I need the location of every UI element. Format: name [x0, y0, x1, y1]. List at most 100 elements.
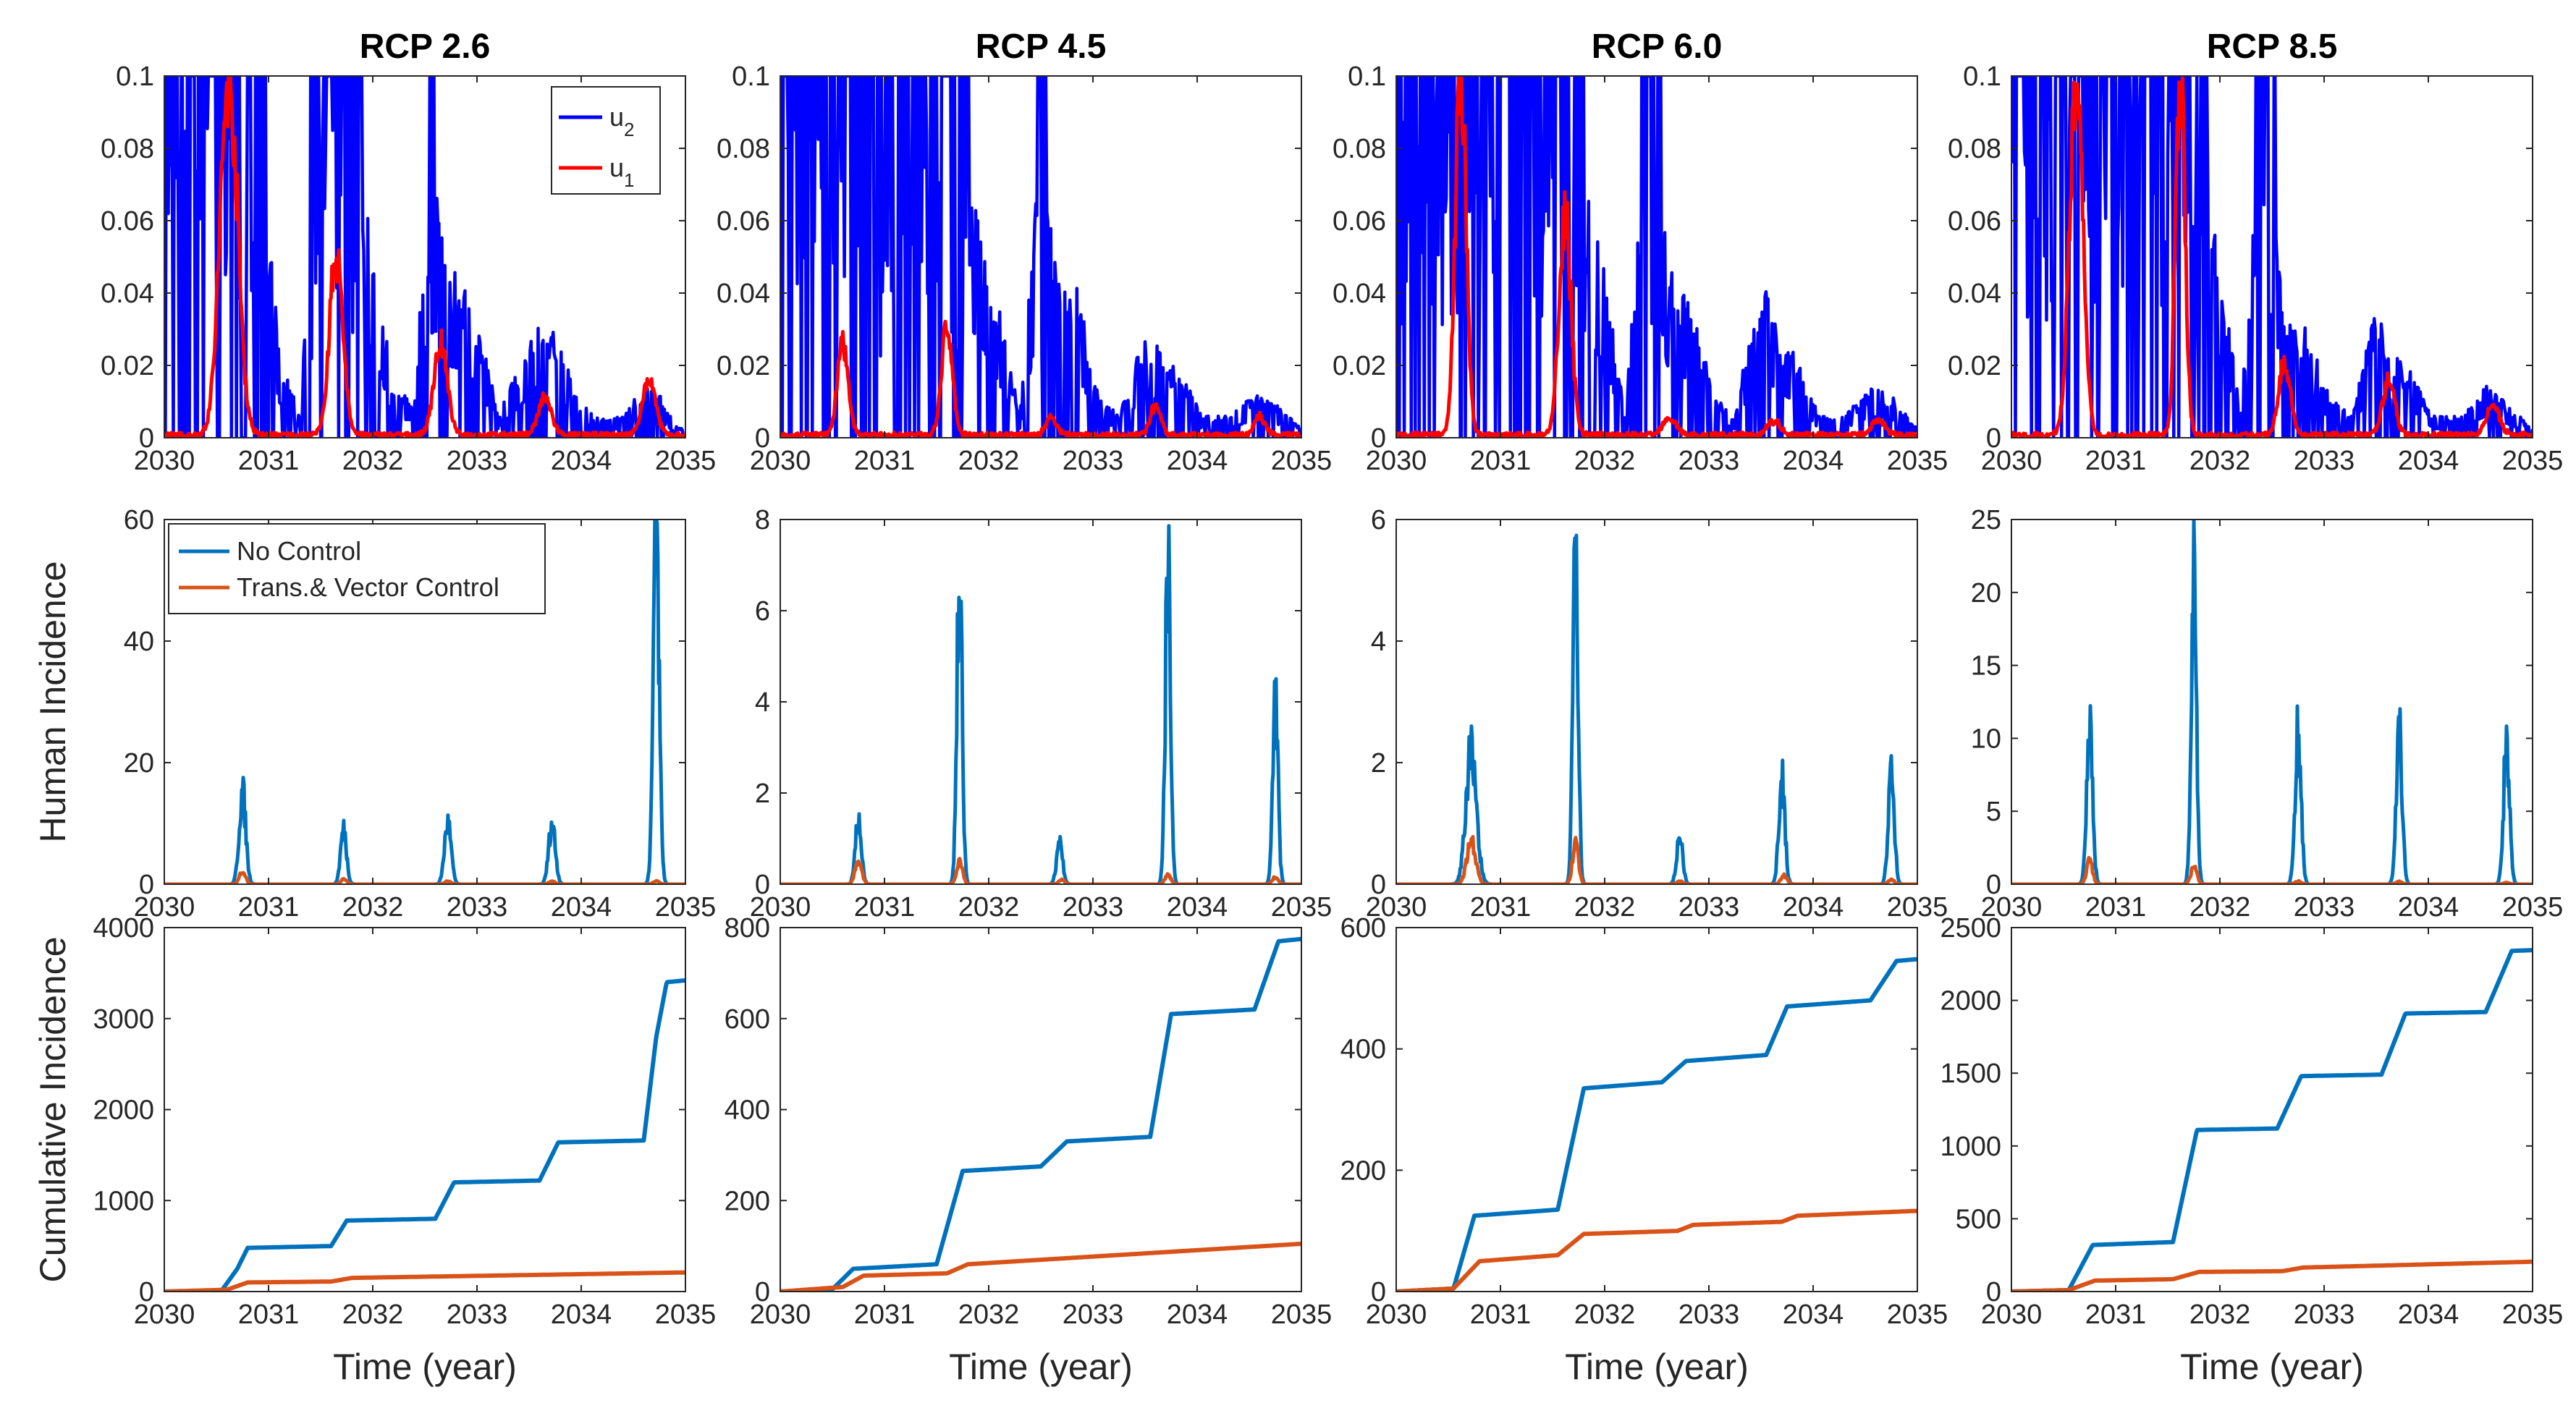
x-tick-label: 2033 [447, 892, 508, 923]
x-tick-label: 2030 [134, 892, 195, 923]
x-tick-label: 2035 [655, 1300, 717, 1330]
x-axis-label: Time (year) [1565, 1347, 1749, 1387]
data-layer [2011, 76, 2533, 438]
x-tick-label: 2035 [1887, 1300, 1948, 1330]
panel-cumulative-incidence-2: 0 200 400 600 800 2030 2031 2032 2033 2034 2035 Tim… [725, 913, 1333, 1387]
x-tick-label: 2032 [342, 892, 404, 923]
plot-area [780, 928, 1301, 1292]
x-tick-label: 2034 [1167, 892, 1228, 923]
axes-box [164, 519, 686, 885]
column-title: RCP 2.6 [360, 27, 491, 66]
x-tick-label: 2030 [1981, 892, 2043, 923]
legend-label-u2: u2 [609, 102, 635, 140]
y-tick-label: 2000 [1940, 986, 2001, 1017]
x-tick-label: 2035 [655, 892, 717, 923]
x-tick-label: 2030 [1981, 1300, 2043, 1330]
y-tick-label: 5 [1986, 797, 2001, 827]
y-tick-label: 0 [1986, 870, 2001, 900]
x-tick-label: 2031 [238, 446, 300, 476]
panel-human-incidence-1: 0 20 40 60 2030 2031 2032 2033 2034 2035 Human Inc… [33, 505, 716, 923]
data-layer [1396, 533, 1917, 884]
x-tick-label: 2031 [238, 1300, 300, 1330]
x-tick-label: 2033 [447, 1300, 508, 1330]
x-tick-label: 2034 [1783, 892, 1844, 923]
series-u1 [2011, 76, 2533, 438]
axes-box [780, 75, 1302, 438]
y-tick-label: 500 [1956, 1204, 2001, 1234]
legend-box [168, 523, 546, 614]
x-axis-label: Time (year) [2180, 1347, 2364, 1387]
y-tick-label: 20 [124, 748, 154, 779]
y-tick-label: 0.1 [1348, 62, 1386, 92]
series-no-control [2011, 948, 2533, 1292]
data-layer [1396, 957, 1917, 1292]
x-tick-label: 2032 [1574, 446, 1636, 476]
series-u2 [164, 76, 685, 438]
y-tick-label: 0.02 [101, 351, 154, 381]
x-tick-label: 2031 [1470, 1300, 1532, 1330]
series-no-control [1396, 533, 1917, 884]
y-tick-label: 2 [1371, 748, 1386, 779]
y-tick-label: 0 [755, 423, 770, 454]
data-layer [780, 936, 1301, 1292]
plot-area [2011, 520, 2533, 884]
y-tick-label: 0 [755, 870, 770, 900]
x-tick-label: 2030 [1366, 1300, 1427, 1330]
x-tick-label: 2031 [854, 892, 916, 923]
y-tick-label: 600 [725, 1004, 770, 1035]
y-tick-label: 0.08 [101, 134, 154, 164]
y-tick-label: 0 [755, 1277, 770, 1307]
y-tick-label: 6 [755, 596, 770, 627]
y-tick-label: 0 [139, 423, 154, 454]
series-trans-vector-control [2011, 1259, 2533, 1292]
x-tick-label: 2032 [342, 446, 404, 476]
series-trans-vector-control [1396, 1208, 1917, 1292]
y-tick-label: 400 [1340, 1035, 1386, 1065]
legend-label: No Control [237, 536, 361, 566]
y-tick-label: 1000 [93, 1186, 154, 1216]
x-tick-label: 2033 [1063, 1300, 1124, 1330]
column-title: RCP 8.5 [2207, 27, 2338, 66]
x-tick-label: 2033 [2294, 1300, 2355, 1330]
x-tick-label: 2033 [1678, 892, 1740, 923]
y-tick-label: 0.04 [717, 279, 770, 309]
y-tick-label: 0.08 [717, 134, 770, 164]
plot-area [780, 520, 1301, 884]
y-tick-label: 10 [1971, 724, 2001, 754]
panel-cumulative-incidence-4: 0 500 1000 1500 2000 2500 2030 2031 2032 2033 2034… [1940, 913, 2563, 1387]
column-title: RCP 4.5 [976, 27, 1107, 66]
plot-area [2011, 928, 2533, 1292]
y-axis-label: Human Incidence [33, 561, 73, 842]
y-tick-label: 2500 [1940, 913, 2001, 944]
series-u1 [1396, 76, 1917, 438]
series-no-control [780, 936, 1301, 1292]
x-tick-label: 2031 [854, 1300, 916, 1330]
x-axis-label: Time (year) [949, 1347, 1133, 1387]
panel-controls-1: 0 0.02 0.04 0.06 0.08 0.1 2030 2031 2032 2033 2034… [101, 27, 716, 476]
x-tick-label: 2033 [447, 446, 508, 476]
panel-controls-3: 0 0.02 0.04 0.06 0.08 0.1 2030 2031 2032 2033 2034… [1333, 27, 1948, 476]
y-tick-label: 0.08 [1333, 134, 1386, 164]
y-tick-label: 20 [1971, 578, 2001, 609]
x-tick-label: 2035 [1887, 892, 1948, 923]
x-tick-label: 2034 [551, 892, 612, 923]
y-tick-label: 25 [1971, 505, 2001, 535]
y-tick-label: 2000 [93, 1095, 154, 1126]
x-tick-label: 2031 [2085, 892, 2147, 923]
y-tick-label: 40 [124, 627, 154, 657]
x-tick-label: 2035 [1887, 446, 1948, 476]
x-tick-label: 2030 [1366, 892, 1427, 923]
series-trans-vector-control [1396, 834, 1917, 884]
y-tick-label: 0 [1371, 1277, 1386, 1307]
series-u2 [1396, 76, 1917, 438]
x-tick-label: 2031 [1470, 892, 1532, 923]
y-tick-label: 2 [755, 779, 770, 809]
axes-box [1395, 927, 1918, 1292]
plot-area [164, 928, 685, 1292]
x-tick-label: 2033 [1063, 892, 1124, 923]
x-tick-label: 2034 [1783, 446, 1844, 476]
axes-box [1395, 519, 1918, 885]
x-tick-label: 2035 [2502, 446, 2564, 476]
axes-box [1395, 75, 1918, 438]
